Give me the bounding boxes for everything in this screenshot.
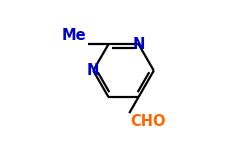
Text: N: N [132, 37, 145, 52]
Text: Me: Me [62, 28, 87, 43]
Text: CHO: CHO [131, 114, 166, 129]
Text: N: N [87, 63, 99, 78]
